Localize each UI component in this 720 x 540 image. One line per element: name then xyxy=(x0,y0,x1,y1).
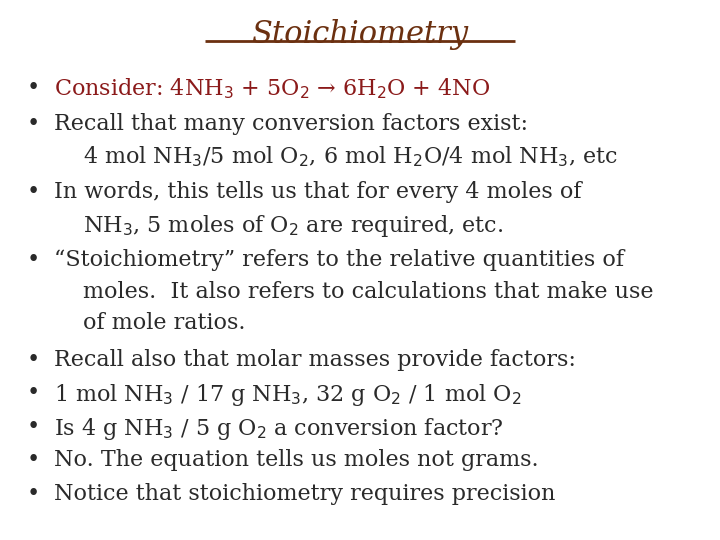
Text: •: • xyxy=(27,416,40,438)
Text: of mole ratios.: of mole ratios. xyxy=(83,312,246,334)
Text: Recall also that molar masses provide factors:: Recall also that molar masses provide fa… xyxy=(54,349,576,371)
Text: •: • xyxy=(27,249,40,272)
Text: Recall that many conversion factors exist:: Recall that many conversion factors exis… xyxy=(54,113,528,136)
Text: •: • xyxy=(27,349,40,371)
Text: Stoichiometry: Stoichiometry xyxy=(251,19,469,50)
Text: 1 mol NH$_3$ / 17 g NH$_3$, 32 g O$_2$ / 1 mol O$_2$: 1 mol NH$_3$ / 17 g NH$_3$, 32 g O$_2$ /… xyxy=(54,382,521,408)
Text: 4 mol NH$_3$/5 mol O$_2$, 6 mol H$_2$O/4 mol NH$_3$, etc: 4 mol NH$_3$/5 mol O$_2$, 6 mol H$_2$O/4… xyxy=(83,145,618,170)
Text: NH$_3$, 5 moles of O$_2$ are required, etc.: NH$_3$, 5 moles of O$_2$ are required, e… xyxy=(83,213,503,239)
Text: Notice that stoichiometry requires precision: Notice that stoichiometry requires preci… xyxy=(54,483,555,505)
Text: •: • xyxy=(27,77,40,99)
Text: “Stoichiometry” refers to the relative quantities of: “Stoichiometry” refers to the relative q… xyxy=(54,249,624,272)
Text: Is 4 g NH$_3$ / 5 g O$_2$ a conversion factor?: Is 4 g NH$_3$ / 5 g O$_2$ a conversion f… xyxy=(54,416,504,442)
Text: In words, this tells us that for every 4 moles of: In words, this tells us that for every 4… xyxy=(54,181,582,204)
Text: moles.  It also refers to calculations that make use: moles. It also refers to calculations th… xyxy=(83,281,653,303)
Text: Consider: 4NH$_3$ + 5O$_2$ → 6H$_2$O + 4NO: Consider: 4NH$_3$ + 5O$_2$ → 6H$_2$O + 4… xyxy=(54,77,490,102)
Text: No. The equation tells us moles not grams.: No. The equation tells us moles not gram… xyxy=(54,449,539,471)
Text: •: • xyxy=(27,382,40,404)
Text: •: • xyxy=(27,113,40,136)
Text: •: • xyxy=(27,483,40,505)
Text: •: • xyxy=(27,181,40,204)
Text: •: • xyxy=(27,449,40,471)
